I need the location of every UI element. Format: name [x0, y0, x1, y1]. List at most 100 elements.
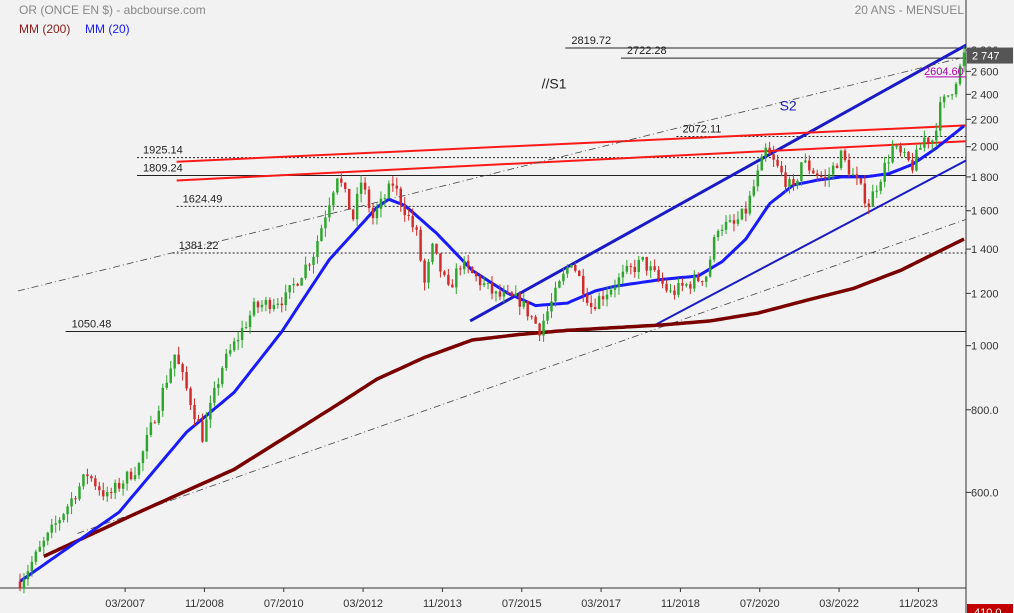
candle-body	[232, 341, 236, 351]
candle-body	[796, 180, 799, 186]
candle-body	[403, 204, 406, 215]
candle-body	[835, 165, 839, 169]
candle-body	[102, 490, 105, 497]
x-tick-label: 07/2015	[502, 598, 542, 610]
candle-body	[752, 186, 756, 196]
candle-body	[478, 276, 482, 286]
candle-body	[225, 353, 228, 368]
candle-body	[324, 217, 327, 229]
price-badges: 2 747 2604.60 410.0	[924, 47, 1013, 613]
candle-body	[530, 316, 533, 318]
candle-body	[359, 182, 363, 194]
candle-body	[236, 340, 240, 342]
candle-body	[443, 271, 446, 275]
candle-body	[534, 316, 537, 324]
candle-body	[589, 302, 593, 307]
legend-ma200: MM (200)	[19, 22, 71, 36]
candle-body	[244, 327, 248, 329]
candle-body	[697, 275, 700, 282]
level-label: 2722.28	[627, 45, 667, 57]
candle-body	[843, 150, 847, 160]
trendline	[176, 124, 967, 163]
candle-body	[649, 266, 652, 271]
candle-body	[165, 382, 168, 388]
candle-body	[760, 156, 763, 171]
x-tick-label: 11/2013	[423, 598, 462, 610]
candle-body	[46, 532, 49, 541]
candle-body	[942, 96, 946, 103]
candle-body	[935, 130, 938, 141]
candle-body	[788, 179, 791, 187]
candle-body	[387, 183, 391, 199]
candle-body	[724, 221, 728, 230]
candle-body	[621, 271, 625, 278]
candle-body	[121, 483, 125, 489]
candle-body	[883, 162, 886, 182]
candle-body	[109, 492, 113, 494]
candle-body	[260, 304, 264, 308]
candle-body	[264, 299, 268, 305]
candle-body	[399, 188, 402, 205]
level-label: 1809.24	[143, 162, 183, 174]
candle-body	[812, 170, 815, 174]
candle-body	[875, 190, 878, 192]
candle-body	[919, 147, 922, 150]
candle-body	[463, 260, 466, 270]
candle-body	[931, 140, 934, 144]
candle-body	[145, 434, 149, 452]
candle-body	[367, 189, 371, 209]
candle-body	[550, 301, 553, 312]
candle-body	[728, 220, 732, 222]
candle-body	[593, 306, 597, 309]
candle-body	[605, 294, 609, 300]
candle-body	[185, 372, 188, 389]
candle-body	[629, 265, 633, 267]
candle-body	[22, 579, 26, 589]
candle-body	[213, 387, 216, 403]
candle-body	[355, 193, 359, 220]
candle-body	[375, 208, 379, 219]
candle-body	[347, 188, 351, 210]
candle-body	[744, 208, 748, 214]
candle-body	[677, 283, 680, 295]
x-tick-label: 03/2007	[105, 598, 145, 610]
candle-body	[470, 266, 474, 274]
y-tick-label: 1 200	[971, 288, 999, 300]
candle-body	[522, 301, 525, 307]
candle-body	[637, 259, 640, 272]
candle-body	[407, 214, 410, 216]
candle-body	[395, 185, 399, 189]
candle-body	[689, 284, 692, 289]
candle-body	[693, 275, 696, 289]
candle-body	[82, 474, 85, 487]
candle-body	[780, 165, 783, 173]
candle-body	[887, 162, 890, 164]
candle-body	[665, 283, 668, 291]
candle-body	[42, 540, 46, 547]
y-tick-label: 1 600	[971, 206, 999, 218]
candle-body	[169, 368, 172, 383]
bottom-scale-label: 410.0	[974, 607, 1002, 613]
ma20-line	[19, 124, 965, 583]
candle-body	[871, 191, 875, 207]
candle-body	[181, 364, 184, 373]
candle-body	[851, 174, 855, 176]
candle-body	[308, 264, 311, 266]
candle-body	[740, 208, 744, 220]
candle-body	[435, 243, 438, 254]
candle-body	[899, 146, 902, 153]
candle-body	[823, 176, 827, 179]
candle-body	[526, 301, 529, 317]
candle-body	[613, 287, 617, 290]
candle-body	[157, 410, 161, 423]
candle-body	[98, 486, 101, 491]
candle-body	[344, 182, 347, 189]
candle-body	[839, 150, 843, 169]
candle-body	[336, 178, 339, 193]
candle-body	[391, 183, 395, 186]
level-label: 1381.22	[179, 240, 219, 252]
candle-body	[205, 419, 208, 442]
candle-body	[859, 178, 863, 184]
candle-body	[911, 160, 914, 171]
candle-body	[490, 282, 494, 294]
